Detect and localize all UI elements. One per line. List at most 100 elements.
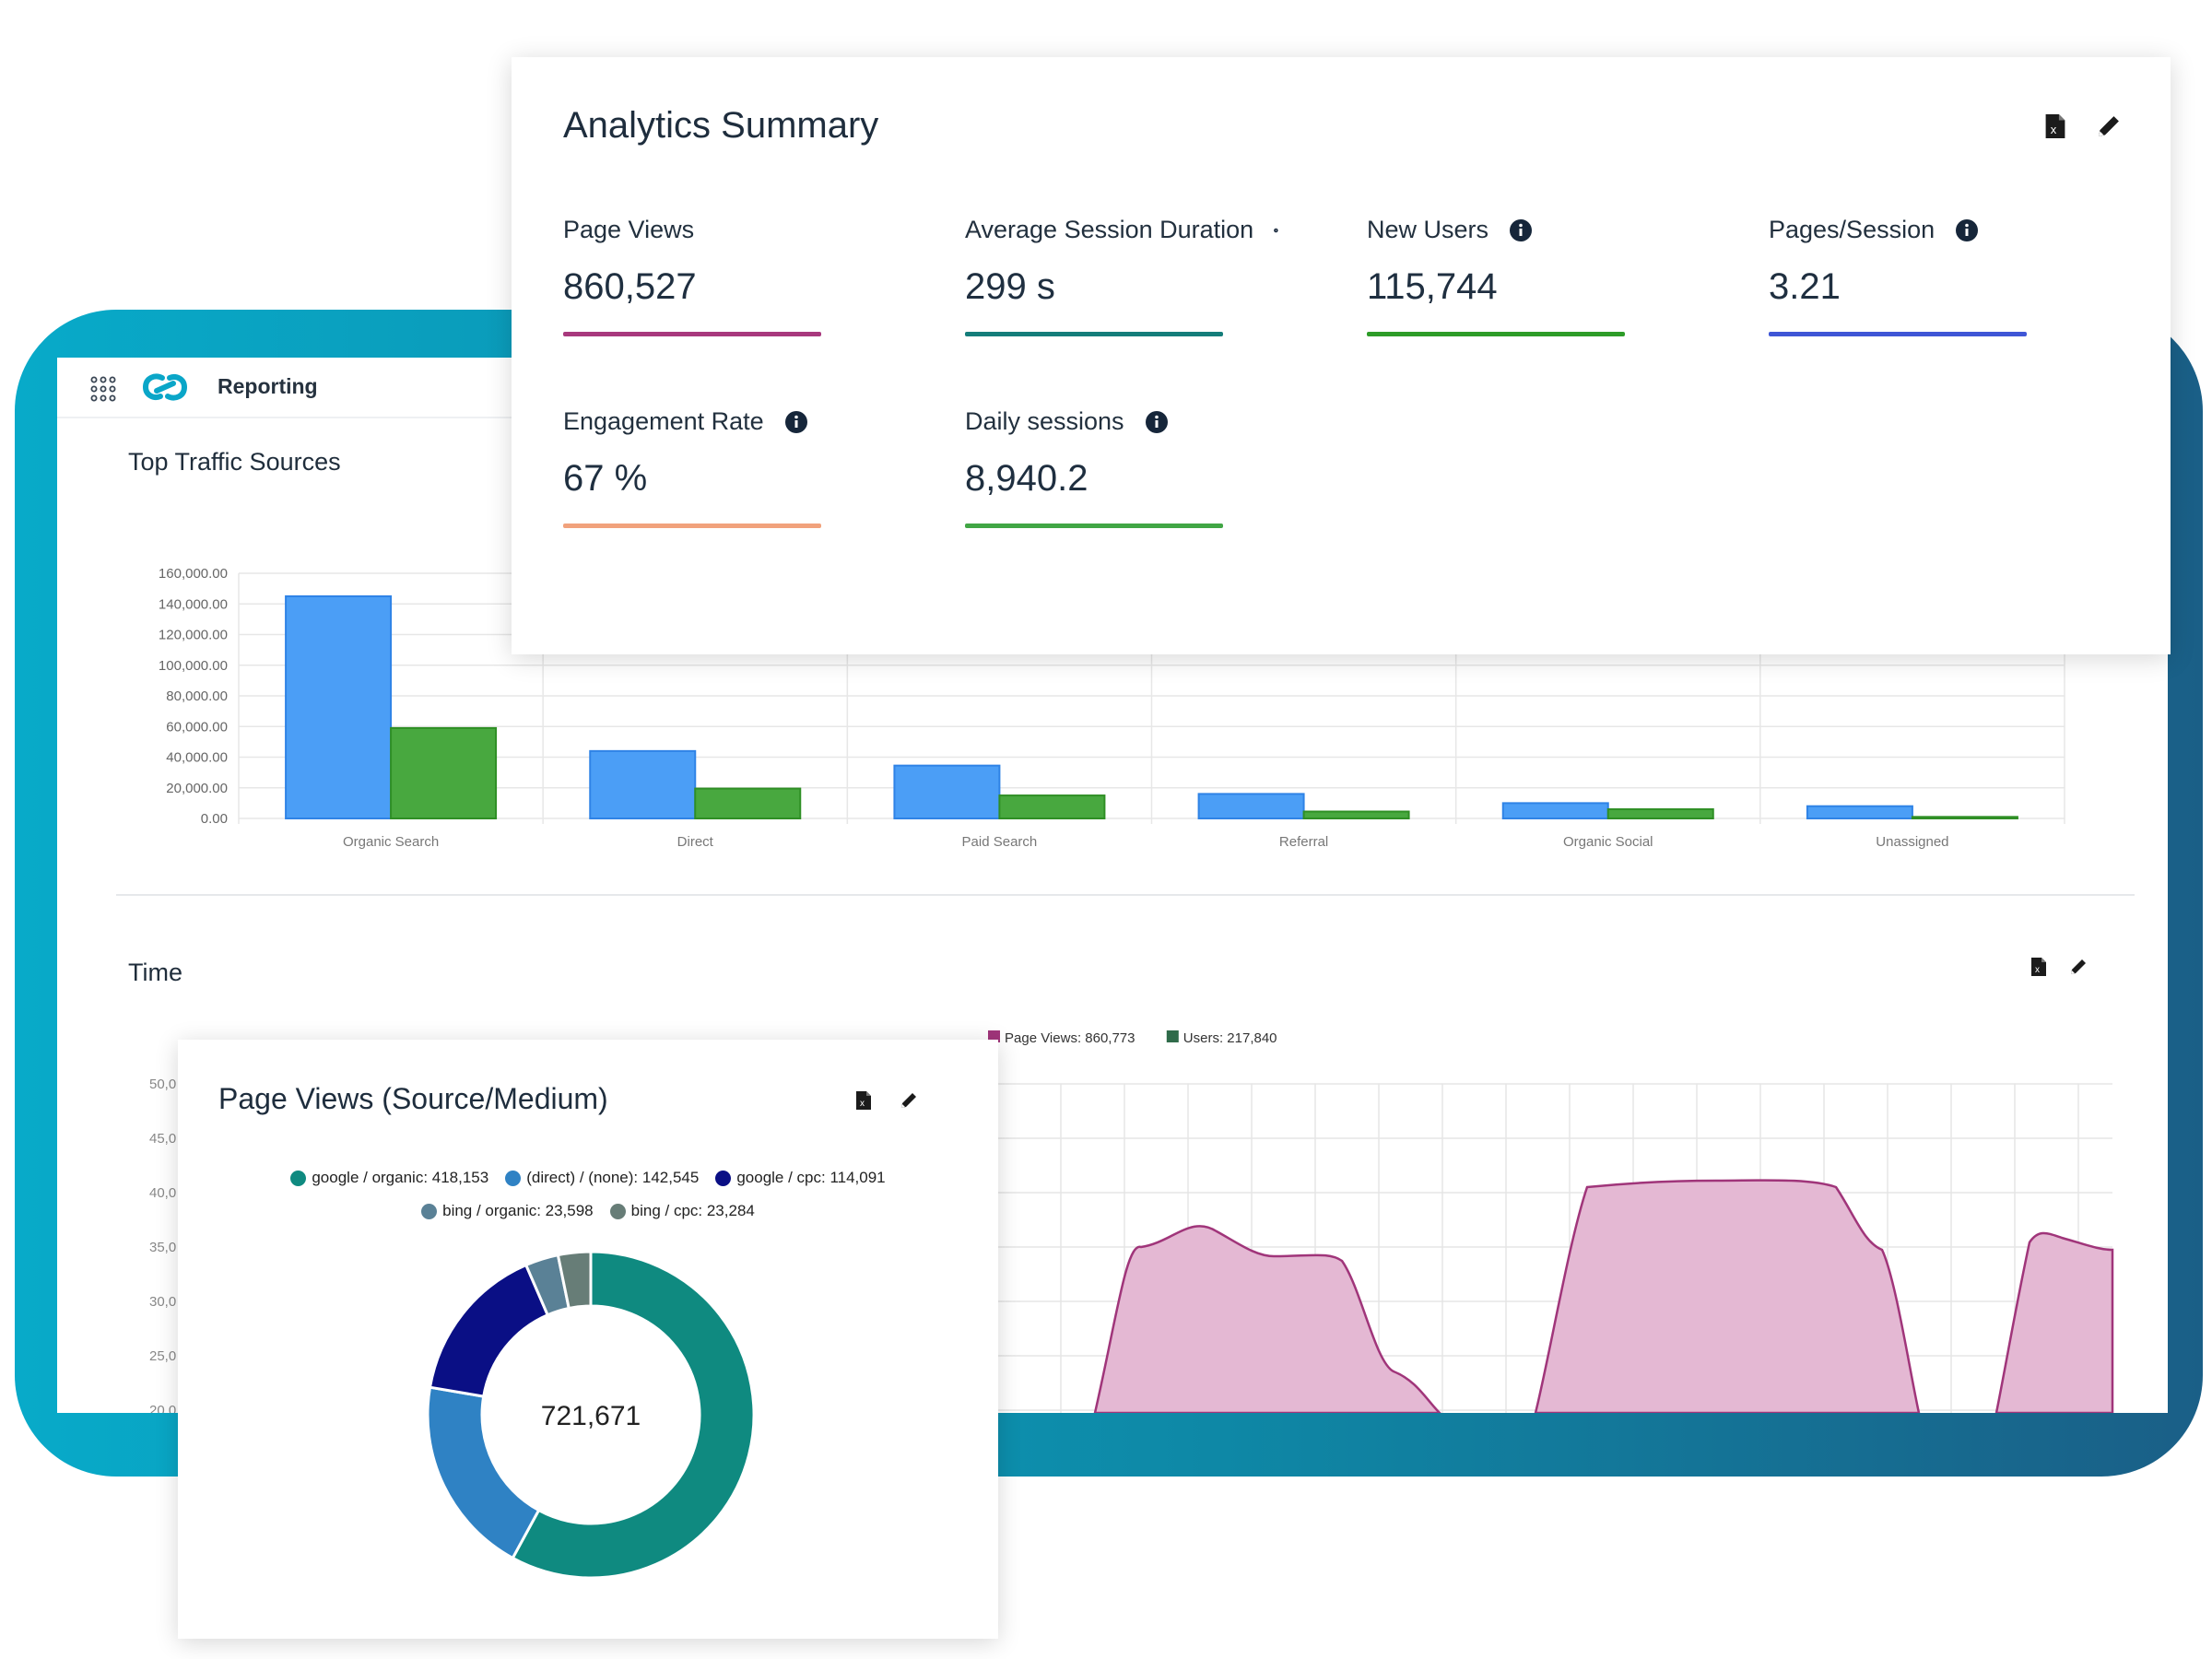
pageviews-legend-item[interactable]: google / organic: 418,153 (290, 1169, 488, 1187)
analytics-summary-card: Analytics Summary x Page Views 860,527 Ave… (512, 57, 2171, 654)
kpi-label-text: Engagement Rate (563, 407, 764, 435)
excel-file-icon[interactable]: x (2030, 957, 2048, 977)
kpi-underline (563, 524, 821, 528)
page-views-area-segment (1534, 1179, 1921, 1413)
y-tick-label: 140,000.00 (159, 596, 228, 612)
svg-text:x: x (2035, 965, 2040, 975)
summary-title: Analytics Summary (563, 105, 879, 146)
bar-referral-1[interactable] (1302, 810, 1410, 819)
page-views-area-segment (1994, 1231, 2114, 1413)
kpi-underline (1367, 332, 1625, 336)
kpi-label: Page Views (563, 216, 877, 244)
kpi-value: 67 % (563, 458, 648, 499)
kpi-label-text: Page Views (563, 216, 695, 243)
pageviews-legend-item[interactable]: (direct) / (none): 142,545 (505, 1169, 699, 1187)
kpi-label-text: New Users (1367, 216, 1489, 243)
time-area-chart: Page Views: 860,773 Users: 217,840 50,0 45,… (149, 1030, 2114, 1413)
time-y-tick: 50,0 (149, 1077, 176, 1092)
donut-slice-1[interactable] (426, 1385, 541, 1560)
legend-label: bing / organic: 23,598 (442, 1202, 594, 1219)
x-category-label: Organic Search (343, 834, 439, 850)
section-divider (116, 894, 2135, 896)
bar-paid-search-0[interactable] (893, 764, 1001, 819)
donut-center-total: 721,671 (541, 1401, 641, 1431)
x-category-label: Unassigned (1876, 834, 1948, 850)
excel-file-icon[interactable]: x (854, 1090, 873, 1111)
bar-referral-0[interactable] (1197, 793, 1305, 819)
y-tick-label: 40,000.00 (166, 750, 228, 766)
kpi-value: 299 s (965, 266, 1055, 307)
bar-unassigned-0[interactable] (1806, 805, 1913, 820)
donut-slice-4[interactable] (556, 1250, 593, 1311)
bar-direct-1[interactable] (694, 787, 802, 819)
kpi-new-users: New Users 115,744 (1367, 216, 1680, 336)
kpi-value: 860,527 (563, 266, 697, 307)
time-legend-swatch (1166, 1030, 1179, 1042)
x-category-label: Direct (677, 834, 714, 850)
time-legend-label: Page Views: 860,773 (1005, 1030, 1135, 1046)
time-y-tick: 45,0 (149, 1131, 176, 1147)
y-tick-label: 120,000.00 (159, 628, 228, 643)
kpi-value: 3.21 (1769, 266, 1841, 307)
kpi-engagement-rate: Engagement Rate 67 % (563, 407, 877, 528)
kpi-label: Daily sessions (965, 407, 1278, 436)
pageviews-legend-item[interactable]: google / cpc: 114,091 (715, 1169, 886, 1187)
bar-organic-search-1[interactable] (390, 726, 498, 820)
info-icon[interactable] (1274, 218, 1278, 242)
bar-organic-search-0[interactable] (285, 594, 393, 819)
info-icon[interactable] (1145, 410, 1169, 434)
excel-file-icon[interactable]: x (2043, 112, 2067, 140)
y-tick-label: 80,000.00 (166, 688, 228, 704)
legend-label: (direct) / (none): 142,545 (526, 1169, 700, 1186)
info-icon[interactable] (784, 410, 808, 434)
kpi-label-text: Average Session Duration (965, 216, 1254, 243)
bar-direct-0[interactable] (589, 749, 697, 820)
app-title: Reporting (218, 374, 318, 398)
kpi-underline (965, 524, 1223, 528)
kpi-daily-sessions: Daily sessions 8,940.2 (965, 407, 1278, 528)
legend-dot (609, 1203, 626, 1219)
apps-grid-icon[interactable] (90, 376, 116, 402)
pageviews-donut-chart: 721,671 (426, 1250, 756, 1580)
pencil-icon[interactable] (2095, 112, 2123, 140)
kpi-underline (965, 332, 1223, 336)
page-views-area-segment (1093, 1225, 1441, 1413)
bar-organic-social-1[interactable] (1606, 808, 1714, 819)
time-legend-swatch (988, 1030, 1000, 1042)
pageviews-legend-item[interactable]: bing / organic: 23,598 (421, 1202, 594, 1220)
time-y-tick: 30,0 (149, 1294, 176, 1310)
kpi-label: Pages/Session (1769, 216, 2082, 244)
info-icon[interactable] (1509, 218, 1533, 242)
legend-dot (421, 1203, 438, 1219)
pageviews-legend-item[interactable]: bing / cpc: 23,284 (609, 1202, 755, 1220)
legend-label: bing / cpc: 23,284 (630, 1202, 755, 1219)
donut-slice-2[interactable] (428, 1263, 550, 1398)
info-icon[interactable] (1955, 218, 1979, 242)
link-logo-icon (142, 373, 188, 401)
legend-dot (290, 1170, 307, 1186)
time-y-tick: 35,0 (149, 1240, 176, 1255)
bar-unassigned-1[interactable] (1911, 816, 2018, 819)
bar-paid-search-1[interactable] (998, 794, 1106, 819)
donut-slice-0[interactable] (511, 1250, 756, 1580)
kpi-value: 8,940.2 (965, 458, 1088, 499)
legend-label: google / cpc: 114,091 (736, 1169, 886, 1186)
legend-label: google / organic: 418,153 (312, 1169, 489, 1186)
pencil-icon[interactable] (899, 1090, 919, 1111)
x-category-label: Paid Search (962, 834, 1038, 850)
pageviews-card: Page Views (Source/Medium) x google / or… (178, 1040, 998, 1639)
svg-text:x: x (860, 1099, 865, 1109)
y-tick-label: 0.00 (201, 811, 228, 827)
legend-dot (505, 1170, 522, 1186)
kpi-label: Engagement Rate (563, 407, 877, 436)
x-category-label: Referral (1279, 834, 1328, 850)
kpi-label-text: Pages/Session (1769, 216, 1936, 243)
kpi-pages-session: Pages/Session 3.21 (1769, 216, 2082, 336)
svg-text:x: x (2051, 123, 2057, 136)
pageviews-title: Page Views (Source/Medium) (218, 1082, 608, 1115)
time-legend-label: Users: 217,840 (1183, 1030, 1277, 1046)
time-y-tick: 25,0 (149, 1348, 176, 1364)
pageviews-legend-row-1: google / organic: 418,153 (direct) / (non… (178, 1169, 998, 1187)
pencil-icon[interactable] (2068, 957, 2088, 977)
kpi-underline (1769, 332, 2027, 336)
